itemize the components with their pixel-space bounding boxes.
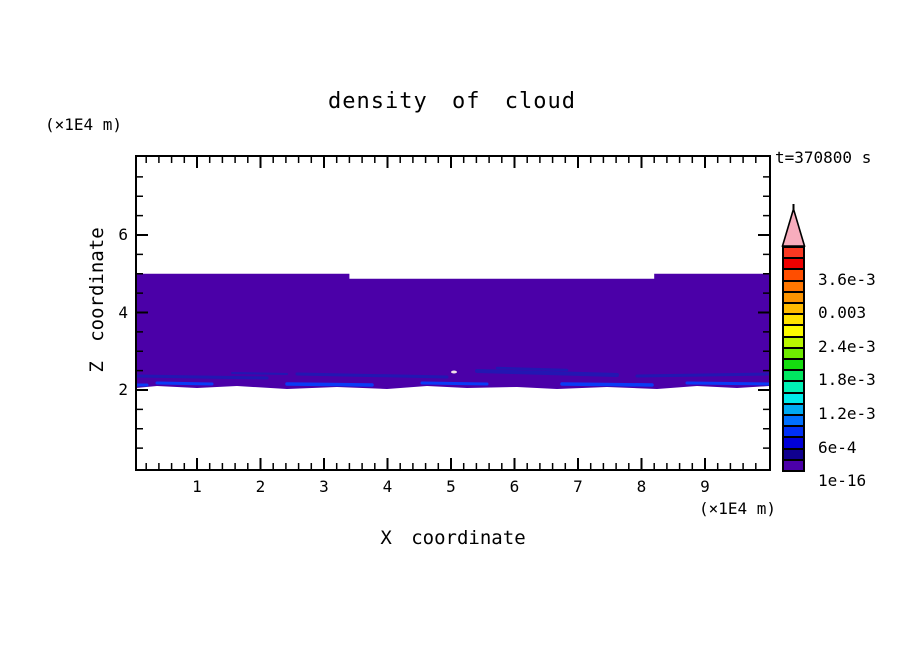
x-tick-label-4: 4 bbox=[382, 477, 393, 496]
x-tick-label-6: 6 bbox=[509, 477, 520, 496]
density-filament-navy bbox=[137, 374, 269, 380]
density-filament-navy bbox=[475, 369, 619, 377]
timestamp-annotation: t=370800 s bbox=[775, 148, 872, 167]
z-axis-title: Z coordinate bbox=[86, 227, 108, 373]
y-tick-label-4: 4 bbox=[118, 302, 128, 322]
x-tick-label-2: 2 bbox=[255, 477, 266, 496]
colorbar-label-1.8e-3: 1.8e-3 bbox=[818, 370, 876, 390]
colorbar-label-2.4e-3: 2.4e-3 bbox=[818, 336, 876, 356]
colorbar-segment-13 bbox=[784, 391, 803, 403]
colorbar-label-1.2e-3: 1.2e-3 bbox=[818, 404, 876, 423]
colorbar-segment-1 bbox=[784, 257, 803, 269]
colorbar-segment-16 bbox=[784, 425, 803, 437]
x-tick-label-1: 1 bbox=[192, 477, 202, 496]
y-axis-unit-label: (×1E4 m) bbox=[45, 115, 123, 134]
colorbar-segment-5 bbox=[784, 302, 803, 314]
colorbar-label-3.6e-3: 3.6e-3 bbox=[818, 269, 876, 289]
colorbar-segment-15 bbox=[784, 414, 803, 426]
colorbar-overflow-arrow bbox=[781, 204, 806, 247]
density-filament-navy bbox=[231, 372, 288, 375]
density-filament-blue bbox=[560, 382, 654, 387]
colorbar-segment-18 bbox=[784, 447, 803, 459]
x-axis-unit-label: (×1E4 m) bbox=[698, 499, 776, 518]
colorbar-segment-4 bbox=[784, 290, 803, 303]
chart-title: density of cloud bbox=[328, 89, 576, 114]
cloud-band bbox=[137, 273, 769, 389]
density-filament-blue bbox=[685, 381, 769, 386]
colorbar-segment-7 bbox=[784, 324, 803, 336]
x-tick-label-8: 8 bbox=[636, 477, 647, 496]
colorbar-segment-11 bbox=[784, 369, 803, 381]
colorbar-segment-10 bbox=[784, 358, 803, 370]
density-filament-blue bbox=[155, 381, 214, 386]
colorbar-segment-8 bbox=[784, 335, 803, 347]
colorbar-label-0.003: 0.003 bbox=[818, 303, 867, 323]
colorbar-segment-6 bbox=[784, 313, 803, 325]
colorbar-label-1e-16: 1e-16 bbox=[818, 471, 867, 491]
x-tick-label-9: 9 bbox=[700, 477, 710, 496]
colorbar-segment-14 bbox=[784, 402, 803, 415]
density-filament-navy bbox=[295, 372, 449, 379]
density-field-plot bbox=[137, 157, 769, 469]
colorbar bbox=[782, 246, 805, 472]
colorbar-segment-9 bbox=[784, 346, 803, 359]
colorbar-segment-19 bbox=[784, 458, 803, 471]
density-filament-navy bbox=[635, 372, 769, 378]
y-tick-label-2: 2 bbox=[118, 380, 128, 399]
x-tick-label-5: 5 bbox=[446, 477, 456, 496]
density-filament-blue bbox=[420, 381, 489, 386]
colorbar-label-6e-4: 6e-4 bbox=[818, 437, 857, 457]
density-filament-blue bbox=[285, 382, 374, 387]
x-axis-title: X coordinate bbox=[380, 527, 526, 549]
colorbar-segment-0 bbox=[784, 248, 803, 258]
colorbar-segment-17 bbox=[784, 436, 803, 448]
arrow-triangle bbox=[781, 206, 806, 247]
x-tick-label-7: 7 bbox=[573, 477, 583, 496]
colorbar-segment-12 bbox=[784, 380, 803, 392]
y-tick-label-6: 6 bbox=[118, 225, 128, 244]
x-tick-label-3: 3 bbox=[319, 477, 329, 496]
plot-area-frame bbox=[135, 155, 771, 471]
colorbar-segment-3 bbox=[784, 279, 803, 291]
colorbar-segment-2 bbox=[784, 268, 803, 280]
density-filament-navy bbox=[495, 366, 569, 372]
bright-speck bbox=[451, 370, 457, 374]
